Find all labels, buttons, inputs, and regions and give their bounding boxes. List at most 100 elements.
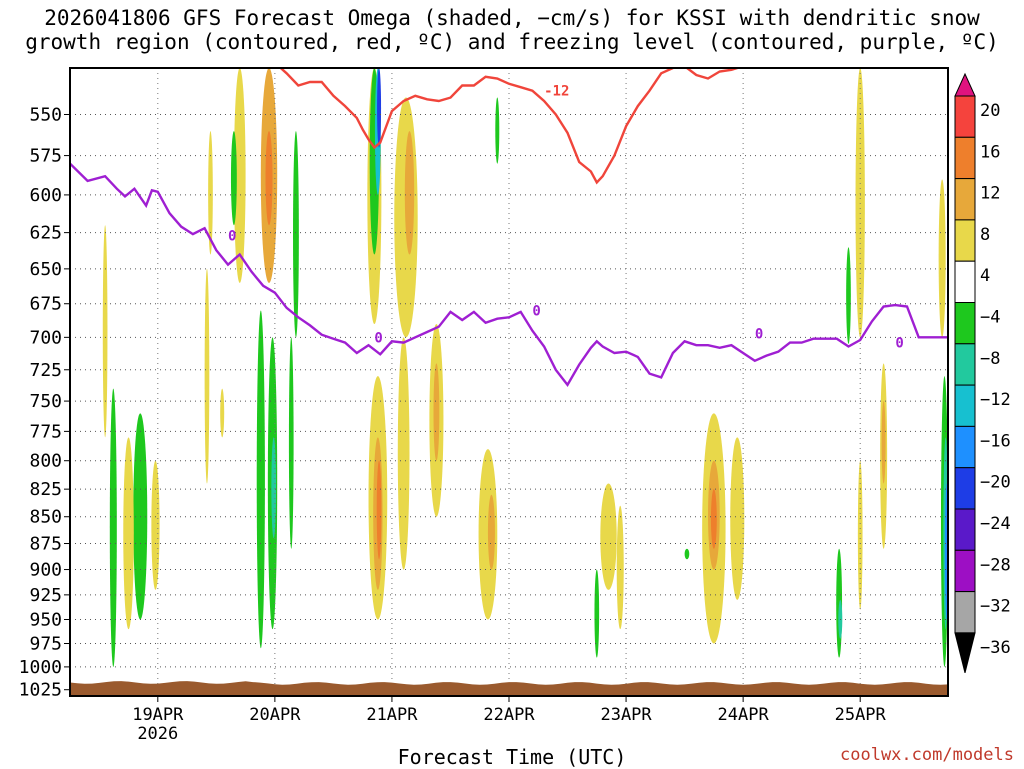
colorbar-label-3: 8 bbox=[980, 225, 990, 245]
colorbar-label-12: −32 bbox=[980, 597, 1011, 617]
freezing-label-2: 0 bbox=[532, 304, 540, 320]
colorbar-segment-12 bbox=[954, 549, 976, 593]
y-axis: 550 575 600 625 650 675 700 725 750 775 800 825 850 8… bbox=[19, 105, 70, 701]
omega-cell-8 bbox=[233, 68, 246, 283]
omega-cell-42 bbox=[857, 460, 863, 610]
colorbar-segment-3 bbox=[954, 178, 976, 221]
title-line-2: growth region (contoured, red, ºC) and f… bbox=[25, 30, 999, 54]
xtick-label-20APR: 20APR bbox=[249, 705, 301, 725]
omega-cell-11 bbox=[265, 131, 273, 226]
omega-cell-32 bbox=[600, 483, 617, 590]
ytick-label-875: 875 bbox=[29, 534, 62, 555]
colorbar-label-10: −24 bbox=[980, 514, 1011, 534]
ytick-label-1025: 1025 bbox=[19, 680, 62, 701]
ytick-label-900: 900 bbox=[29, 560, 62, 581]
colorbar-label-6: −8 bbox=[980, 349, 1000, 369]
omega-cell-25 bbox=[376, 460, 382, 560]
colorbar-segment-5 bbox=[954, 260, 976, 304]
ytick-label-1000: 1000 bbox=[19, 657, 62, 678]
colorbar-segment-11 bbox=[954, 508, 976, 551]
dgz-label: -12 bbox=[544, 84, 569, 100]
colorbar-segment-13 bbox=[954, 591, 976, 634]
omega-cell-3 bbox=[123, 437, 134, 630]
terrain-fill bbox=[70, 681, 948, 696]
credit-text: coolwx.com/models bbox=[840, 745, 1014, 765]
ytick-label-625: 625 bbox=[29, 223, 62, 244]
omega-cell-38 bbox=[730, 437, 745, 600]
ytick-label-775: 775 bbox=[29, 421, 62, 442]
x-axis-title: Forecast Time (UTC) bbox=[397, 745, 627, 769]
freezing-label-1: 0 bbox=[374, 330, 382, 346]
dgz-minus12-line bbox=[279, 68, 742, 185]
omega-cell-47 bbox=[938, 179, 946, 338]
omega-cell-5 bbox=[204, 268, 210, 484]
ytick-label-550: 550 bbox=[29, 105, 62, 126]
omega-cell-0 bbox=[102, 225, 108, 438]
freezing-label-3: 0 bbox=[755, 326, 763, 342]
colorbar-segment-1 bbox=[954, 95, 976, 138]
colorbar-label-4: 4 bbox=[980, 266, 990, 286]
ytick-label-825: 825 bbox=[29, 479, 62, 500]
xtick-label-22APR: 22APR bbox=[483, 705, 535, 725]
omega-cell-13 bbox=[256, 310, 265, 649]
omega-cell-30 bbox=[487, 494, 495, 570]
colorbar: 20 16 12 8 4 −4 −8 −12 −16 −20 −24 −28 −32 −36 bbox=[954, 72, 1011, 674]
omega-cell-6 bbox=[208, 131, 213, 255]
ytick-label-850: 850 bbox=[29, 507, 62, 528]
x-axis: 19APR 20APR 21APR 22APR 23APR 24APR 25APR 2026 bbox=[132, 696, 887, 744]
colorbar-label-5: −4 bbox=[980, 308, 1000, 328]
omega-cell-31 bbox=[495, 97, 500, 164]
omega-cell-4 bbox=[151, 460, 160, 590]
colorbar-label-13: −36 bbox=[980, 638, 1011, 658]
ytick-label-575: 575 bbox=[29, 146, 62, 167]
omega-cell-39 bbox=[684, 548, 690, 560]
colorbar-label-7: −12 bbox=[980, 390, 1011, 410]
ytick-label-725: 725 bbox=[29, 360, 62, 381]
colorbar-label-2: 12 bbox=[980, 184, 1000, 204]
omega-cell-45 bbox=[881, 401, 886, 484]
title-line-1: 2026041806 GFS Forecast Omega (shaded, −… bbox=[44, 6, 980, 30]
ytick-label-600: 600 bbox=[29, 185, 62, 206]
omega-cell-9 bbox=[230, 131, 237, 226]
xtick-label-19APR: 19APR bbox=[132, 705, 184, 725]
omega-cell-43 bbox=[855, 68, 865, 338]
freezing-label-0: 0 bbox=[228, 229, 236, 245]
contour-lines: 0 0 0 0 0 -12 bbox=[70, 68, 948, 388]
omega-cell-33 bbox=[616, 505, 624, 630]
omega-cell-20 bbox=[377, 68, 382, 148]
colorbar-segment-6 bbox=[954, 302, 976, 345]
ytick-label-950: 950 bbox=[29, 610, 62, 631]
colorbar-label-0: 20 bbox=[980, 101, 1000, 121]
freezing-label-4: 0 bbox=[895, 336, 903, 352]
omega-shading bbox=[102, 68, 948, 667]
grid-lines bbox=[70, 68, 948, 696]
colorbar-label-9: −20 bbox=[980, 473, 1011, 493]
omega-cell-37 bbox=[710, 489, 717, 549]
ytick-label-800: 800 bbox=[29, 451, 62, 472]
colorbar-label-1: 16 bbox=[980, 142, 1000, 162]
omega-cell-1 bbox=[109, 388, 117, 667]
omega-cell-7 bbox=[220, 388, 225, 438]
terrain-polygon bbox=[70, 681, 948, 696]
colorbar-bottom-arrow bbox=[954, 632, 976, 674]
omega-cell-16 bbox=[288, 337, 294, 549]
xtick-label-23APR: 23APR bbox=[600, 705, 652, 725]
ytick-label-975: 975 bbox=[29, 634, 62, 655]
freezing-level-line bbox=[70, 162, 948, 388]
omega-cell-34 bbox=[594, 569, 600, 658]
xtick-year: 2026 bbox=[137, 724, 178, 744]
omega-cell-22 bbox=[404, 131, 415, 255]
colorbar-label-11: −28 bbox=[980, 555, 1011, 575]
colorbar-segment-10 bbox=[954, 467, 976, 510]
xtick-label-24APR: 24APR bbox=[718, 705, 770, 725]
ytick-label-650: 650 bbox=[29, 259, 62, 280]
omega-cell-46 bbox=[846, 247, 851, 344]
ytick-label-925: 925 bbox=[29, 585, 62, 606]
omega-cell-26 bbox=[397, 337, 410, 570]
colorbar-segment-9 bbox=[954, 425, 976, 469]
ytick-label-675: 675 bbox=[29, 294, 62, 315]
chart-title: 2026041806 GFS Forecast Omega (shaded, −… bbox=[0, 6, 1024, 54]
colorbar-label-8: −16 bbox=[980, 431, 1011, 451]
ytick-label-700: 700 bbox=[29, 327, 62, 348]
